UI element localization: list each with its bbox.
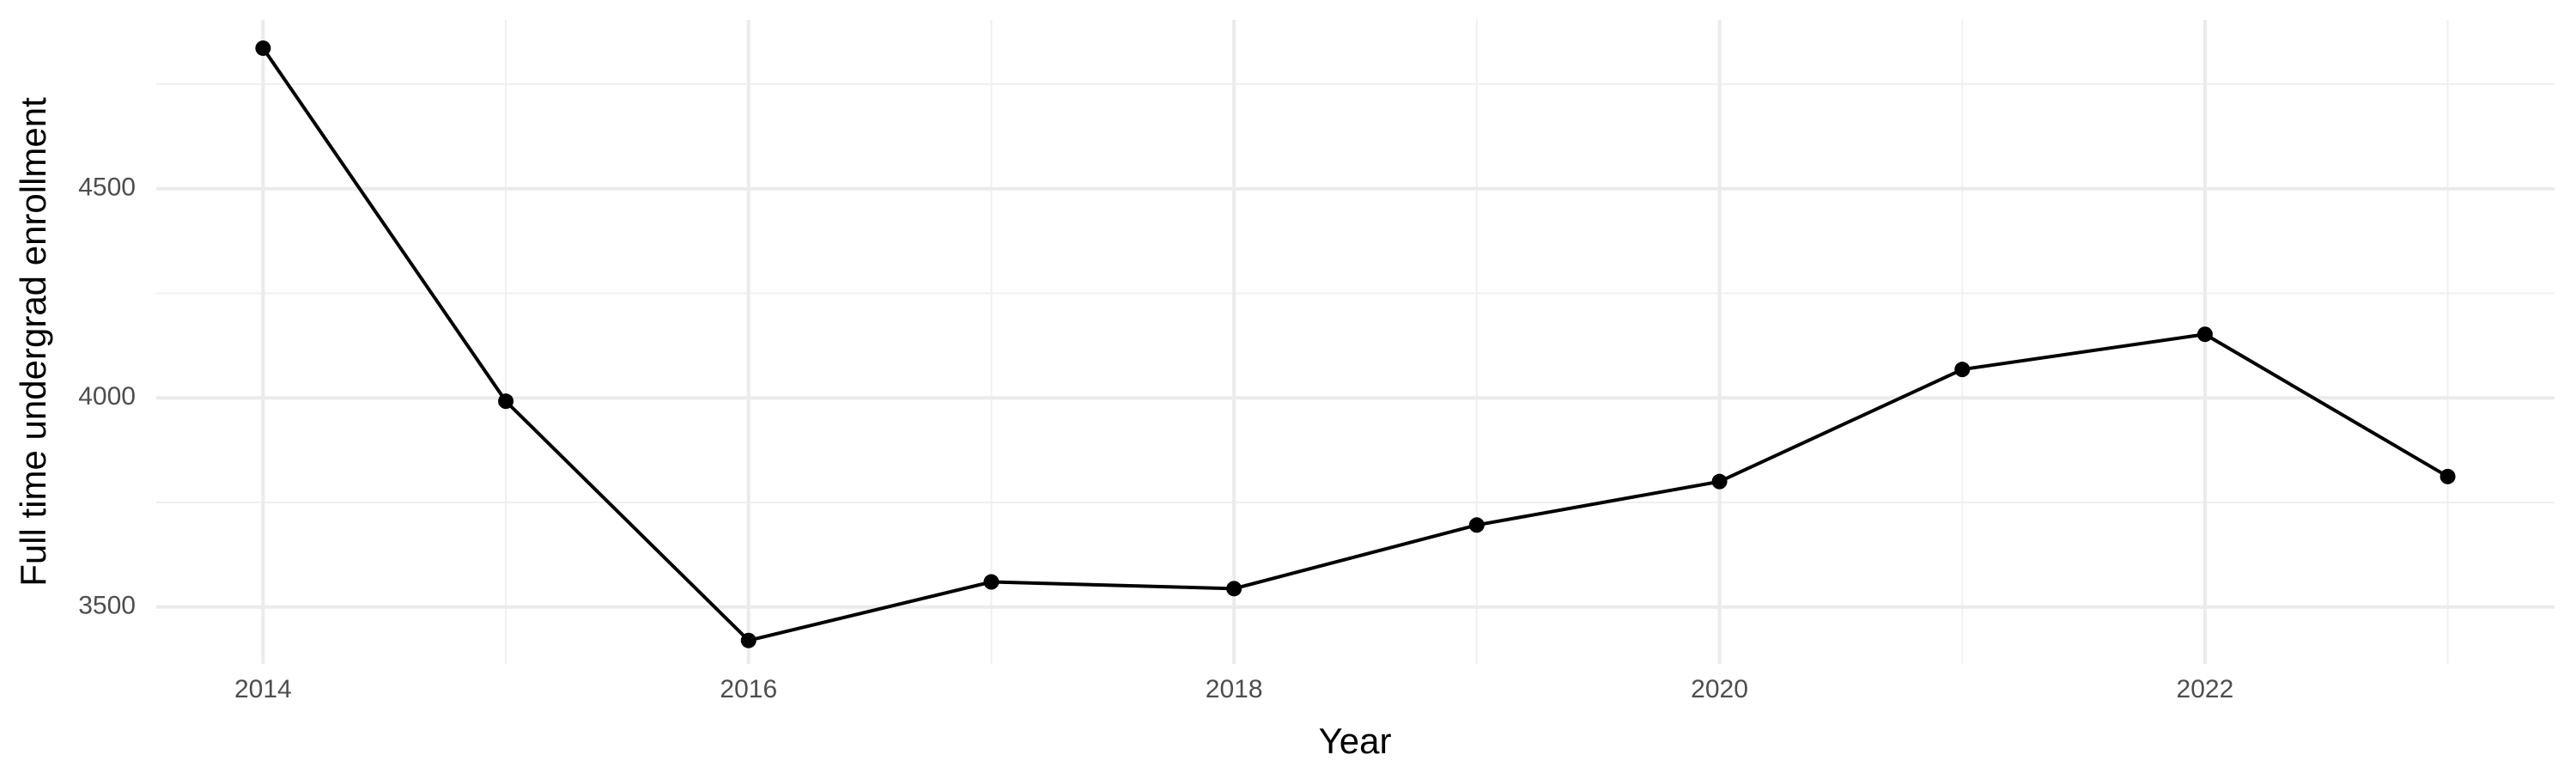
x-tick-label: 2014 <box>234 675 292 703</box>
series-line <box>261 46 2449 642</box>
data-point <box>1226 581 1242 597</box>
data-point <box>2439 468 2456 484</box>
data-point <box>255 40 271 57</box>
data-point <box>2196 326 2213 343</box>
y-axis-title: Full time undergrad enrollment <box>13 97 53 587</box>
x-tick-label: 2020 <box>1691 675 1748 703</box>
x-axis-title: Year <box>1319 721 1392 761</box>
y-tick-label: 3500 <box>78 592 136 620</box>
x-tick-label: 2022 <box>2177 675 2234 703</box>
data-point <box>1954 362 1971 378</box>
data-point <box>740 632 756 648</box>
y-tick-label: 4000 <box>78 382 136 411</box>
data-point <box>1711 473 1728 490</box>
data-point <box>983 574 999 590</box>
y-tick-label: 4500 <box>78 173 136 202</box>
data-point <box>1468 517 1485 533</box>
x-tick-label: 2018 <box>1206 675 1263 703</box>
x-tick-label: 2016 <box>720 675 777 703</box>
data-point <box>498 393 514 410</box>
